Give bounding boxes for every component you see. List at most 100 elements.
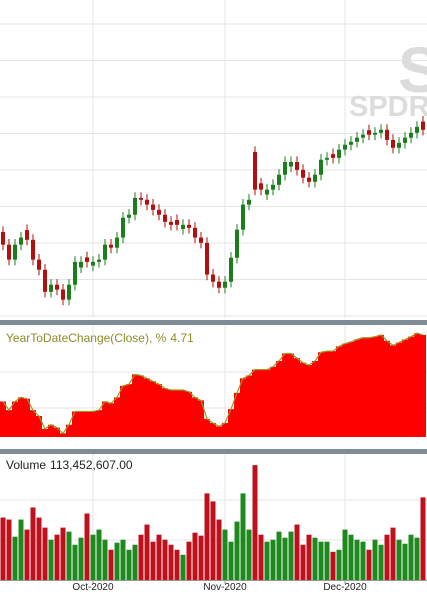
volume-value: 113,452,607.00 (50, 458, 133, 472)
volume-bar (300, 544, 306, 580)
candle-body (19, 237, 23, 245)
volume-bar (0, 517, 6, 580)
candle-body (367, 130, 371, 135)
candle-body (355, 137, 359, 142)
volume-bar (96, 529, 102, 580)
volume-bar (324, 541, 330, 580)
marks: Oct-2020 Nov-2020 Dec-2020 (0, 115, 426, 593)
volume-bar (282, 537, 288, 580)
candle-body (55, 284, 59, 290)
candle-body (121, 217, 125, 238)
volume-bar (288, 531, 294, 580)
candle-body (199, 237, 203, 243)
volume-bar (30, 507, 36, 580)
indicator-value: 4.71 (170, 331, 194, 345)
volume-bar (312, 537, 318, 580)
candle-body (379, 129, 383, 133)
candle-body (211, 274, 215, 282)
volume-bar (144, 524, 150, 580)
candle-body (37, 259, 41, 270)
volume-bar (306, 534, 312, 580)
volume-bar (234, 521, 240, 580)
candle-body (343, 144, 347, 150)
candle-body (307, 177, 311, 182)
pane-separator (0, 320, 427, 325)
candle-body (175, 219, 179, 225)
candle-body (85, 257, 89, 262)
volume-bar (192, 532, 198, 580)
candle-body (169, 221, 173, 225)
volume-bar (24, 529, 30, 580)
volume-bar (60, 527, 66, 580)
candle-body (421, 121, 425, 130)
volume-bar (102, 539, 108, 580)
candle-body (187, 224, 191, 228)
candle-body (295, 161, 299, 170)
candle-body (385, 129, 389, 140)
candle-body (13, 244, 17, 260)
candle-body (115, 237, 119, 248)
candle-body (259, 183, 263, 190)
candle-body (415, 126, 419, 133)
volume-bar (156, 534, 162, 580)
volume-bar (132, 544, 138, 580)
candle-body (67, 284, 71, 300)
candle-body (91, 261, 95, 266)
volume-bar (36, 517, 42, 580)
candle-body (1, 231, 5, 245)
candle-body (25, 230, 29, 240)
volume-bar (204, 493, 210, 580)
volume-bar (366, 549, 372, 580)
candle-body (43, 269, 47, 292)
volume-bar (72, 544, 78, 580)
volume-bar (228, 541, 234, 580)
volume-bar (18, 519, 24, 580)
candle-body (31, 239, 35, 260)
volume-bar (372, 539, 378, 580)
candle-body (145, 199, 149, 205)
volume-bar (162, 539, 168, 580)
volume-bar (150, 541, 156, 580)
candle-body (373, 132, 377, 135)
candle-body (49, 284, 53, 292)
volume-bar (420, 497, 426, 580)
candle-body (325, 157, 329, 160)
volume-bar (48, 539, 54, 580)
candle-body (331, 154, 335, 158)
area (0, 333, 426, 437)
candle-body (265, 189, 269, 195)
area-line (2, 332, 424, 435)
volume-bar (396, 539, 402, 580)
volume-bar (294, 524, 300, 580)
volume-bar (54, 534, 60, 580)
volume-bar (390, 527, 396, 580)
x-tick-label: Oct-2020 (72, 582, 114, 593)
volume-bar (78, 537, 84, 580)
volume-bar (186, 541, 192, 580)
candle-body (7, 244, 11, 260)
volume-bar (90, 534, 96, 580)
candle-body (289, 161, 293, 167)
candle-body (79, 261, 83, 268)
candle-body (301, 169, 305, 178)
candle-body (397, 142, 401, 148)
candle-body (319, 159, 323, 175)
candle-body (313, 174, 317, 182)
pane-separator (0, 449, 427, 454)
x-tick-label: Nov-2020 (203, 582, 247, 593)
volume-name: Volume (6, 458, 46, 472)
indicator-name: YearToDateChange(Close), % (6, 331, 167, 345)
volume-bar (402, 543, 408, 580)
candle-body (271, 184, 275, 190)
candle-body (61, 289, 65, 300)
candle-body (217, 281, 221, 288)
volume-bar (198, 535, 204, 580)
volume-bar (12, 536, 18, 580)
volume-bar (216, 519, 222, 580)
volume-bar (414, 537, 420, 580)
volume-bar (240, 493, 246, 580)
indicator-title: YearToDateChange(Close), % 4.71 (6, 331, 194, 345)
candle-body (163, 214, 167, 222)
